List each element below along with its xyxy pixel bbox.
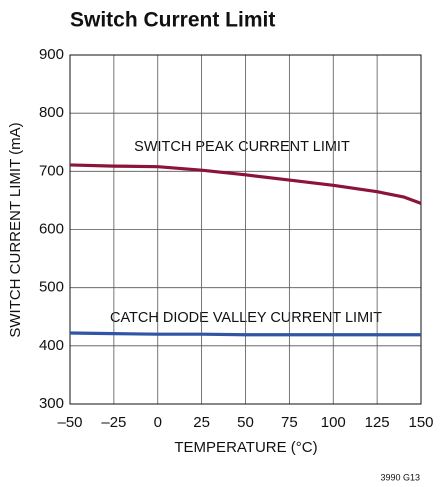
y-tick-label: 800 <box>39 104 64 121</box>
y-tick-label: 600 <box>39 220 64 237</box>
x-tick-label: –50 <box>57 414 82 431</box>
annotation: CATCH DIODE VALLEY CURRENT LIMIT <box>110 310 382 326</box>
annotation: SWITCH PEAK CURRENT LIMIT <box>134 139 350 155</box>
figure-note: 3990 G13 <box>380 472 420 482</box>
x-axis-label: TEMPERATURE (°C) <box>174 439 317 456</box>
x-tick-label: 100 <box>321 414 346 431</box>
x-tick-label: 75 <box>281 414 298 431</box>
x-tick-label: 25 <box>193 414 210 431</box>
y-tick-label: 500 <box>39 279 64 296</box>
data-line <box>69 163 422 205</box>
x-tick-label: –25 <box>101 414 126 431</box>
chart-title: Switch Current Limit <box>70 9 275 32</box>
y-tick-label: 300 <box>39 395 64 412</box>
x-tick-label: 50 <box>237 414 254 431</box>
x-tick-label: 0 <box>154 414 162 431</box>
data-line <box>69 331 421 337</box>
x-tick-label: 125 <box>365 414 390 431</box>
x-tick-label: 150 <box>408 414 433 431</box>
y-tick-label: 700 <box>39 162 64 179</box>
y-tick-label: 400 <box>39 337 64 354</box>
plot-frame <box>69 54 422 405</box>
y-tick-label: 900 <box>39 46 64 63</box>
y-axis-label: SWITCH CURRENT LIMIT (mA) <box>7 122 24 337</box>
